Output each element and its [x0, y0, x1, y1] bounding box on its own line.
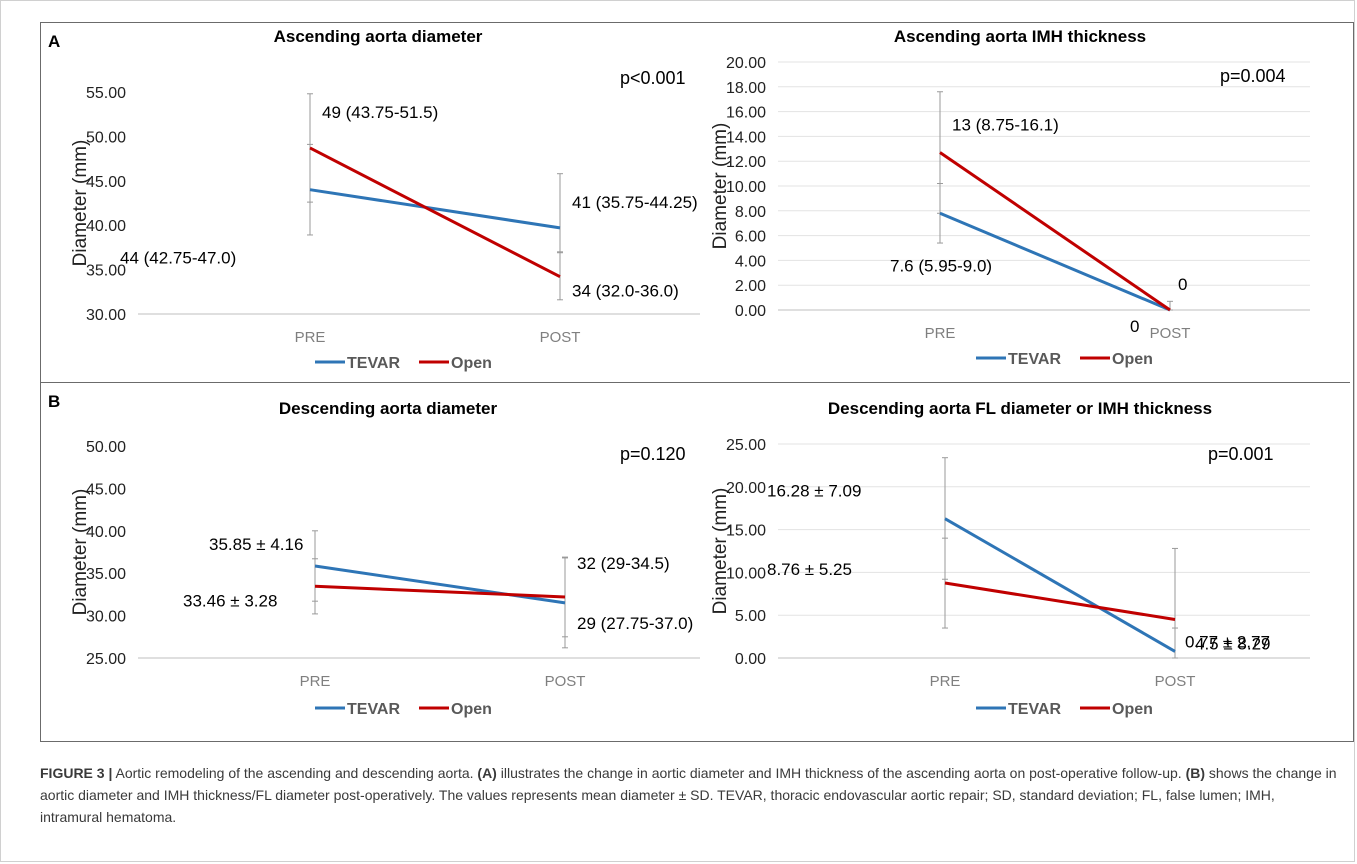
y-tick-label: 8.00: [735, 204, 766, 221]
caption-figure-label: FIGURE 3 |: [40, 765, 113, 781]
y-axis-label: Diameter (mm): [710, 488, 731, 615]
y-tick-label: 40.00: [86, 524, 126, 541]
p-value: p=0.004: [1220, 66, 1286, 86]
chart-title: Descending aorta diameter: [279, 399, 498, 418]
series-line-open: [944, 581, 1176, 621]
p-value: p<0.001: [620, 68, 686, 88]
data-label: 35.85 ± 4.16: [209, 535, 303, 554]
y-axis-label: Diameter (mm): [710, 123, 731, 250]
p-value: p=0.001: [1208, 444, 1274, 464]
chart-ascending-diameter: Ascending aorta diameter Diameter (mm) 30.…: [70, 27, 700, 372]
data-label: 34 (32.0-36.0): [572, 282, 679, 301]
series-line-tevar: [309, 188, 561, 230]
y-tick-label: 30.00: [86, 609, 126, 626]
legend-label-open: Open: [451, 701, 492, 718]
y-tick-label: 50.00: [86, 439, 126, 456]
y-tick-label: 30.00: [86, 307, 126, 324]
data-label: 41 (35.75-44.25): [572, 193, 698, 212]
series-line-open: [939, 151, 1171, 312]
caption-text-3: shows the change in aortic diameter and …: [40, 765, 1337, 825]
legend-label-tevar: TEVAR: [347, 355, 400, 372]
figure-caption: FIGURE 3 | Aortic remodeling of the asce…: [40, 762, 1340, 828]
y-tick-label: 25.00: [726, 437, 766, 454]
y-tick-label: 0.00: [735, 303, 766, 320]
caption-ref-a: (A): [477, 765, 497, 781]
data-label: 0: [1178, 275, 1187, 294]
data-label: 0.77 ± 2.77: [1185, 632, 1270, 651]
x-tick-label: POST: [545, 673, 586, 690]
y-tick-label: 16.00: [726, 105, 766, 122]
series-line-tevar: [314, 564, 566, 605]
series-line-open: [314, 584, 566, 599]
data-label: 32 (29-34.5): [577, 554, 670, 573]
y-tick-label: 35.00: [86, 263, 126, 280]
series-line-tevar: [939, 211, 1171, 312]
y-tick-label: 10.00: [726, 179, 766, 196]
y-tick-label: 4.00: [735, 253, 766, 270]
chart-title: Ascending aorta diameter: [274, 27, 483, 46]
legend-label-tevar: TEVAR: [1008, 351, 1061, 368]
legend-label-open: Open: [1112, 351, 1153, 368]
data-label: 29 (27.75-37.0): [577, 614, 693, 633]
data-label: 49 (43.75-51.5): [322, 103, 438, 122]
data-label: 4.5 ± 8.29: [1195, 634, 1271, 653]
y-tick-label: 0.00: [735, 651, 766, 668]
y-tick-label: 35.00: [86, 566, 126, 583]
y-tick-label: 20.00: [726, 480, 766, 497]
data-label: 16.28 ± 7.09: [767, 482, 861, 501]
caption-ref-b: (B): [1185, 765, 1205, 781]
x-tick-label: PRE: [925, 325, 956, 342]
data-label: 44 (42.75-47.0): [120, 249, 236, 268]
data-label: 33.46 ± 3.28: [183, 591, 277, 610]
y-tick-label: 25.00: [86, 651, 126, 668]
caption-text-1: Aortic remodeling of the ascending and d…: [112, 765, 478, 781]
y-tick-label: 10.00: [726, 565, 766, 582]
data-label: 8.76 ± 5.25: [767, 560, 852, 579]
y-tick-label: 45.00: [86, 481, 126, 498]
y-tick-label: 6.00: [735, 229, 766, 246]
y-tick-label: 55.00: [86, 85, 126, 102]
y-axis-label: Diameter (mm): [70, 489, 91, 616]
y-tick-label: 15.00: [726, 523, 766, 540]
x-tick-label: POST: [1150, 325, 1191, 342]
legend-label-open: Open: [451, 355, 492, 372]
y-tick-label: 20.00: [726, 55, 766, 72]
y-tick-label: 14.00: [726, 129, 766, 146]
y-tick-label: 18.00: [726, 80, 766, 97]
x-tick-label: POST: [540, 329, 581, 346]
caption-text-2: illustrates the change in aortic diamete…: [496, 765, 1186, 781]
panel-label-a: A: [48, 32, 61, 51]
x-tick-label: POST: [1155, 673, 1196, 690]
chart-descending-fl-imh: Descending aorta FL diameter or IMH thic…: [710, 399, 1310, 718]
x-tick-label: PRE: [295, 329, 326, 346]
panel-label-b: B: [48, 392, 61, 411]
series-line-open: [309, 146, 561, 279]
data-label: 13 (8.75-16.1): [952, 116, 1059, 135]
x-tick-label: PRE: [300, 673, 331, 690]
y-axis-label: Diameter (mm): [70, 140, 91, 267]
legend-label-tevar: TEVAR: [347, 701, 400, 718]
data-label: 0: [1130, 317, 1139, 336]
y-tick-label: 50.00: [86, 129, 126, 146]
p-value: p=0.120: [620, 444, 686, 464]
y-tick-label: 40.00: [86, 218, 126, 235]
x-tick-label: PRE: [930, 673, 961, 690]
legend-label-tevar: TEVAR: [1008, 701, 1061, 718]
data-label: 7.6 (5.95-9.0): [890, 256, 992, 275]
panel-divider: [40, 382, 1350, 383]
y-tick-label: 2.00: [735, 278, 766, 295]
y-tick-label: 5.00: [735, 608, 766, 625]
series-line-tevar: [944, 517, 1176, 653]
y-tick-label: 12.00: [726, 154, 766, 171]
chart-ascending-imh: Ascending aorta IMH thickness Diameter (m…: [710, 27, 1310, 368]
chart-title: Descending aorta FL diameter or IMH thic…: [828, 399, 1212, 418]
y-tick-label: 45.00: [86, 174, 126, 191]
legend-label-open: Open: [1112, 701, 1153, 718]
chart-title: Ascending aorta IMH thickness: [894, 27, 1146, 46]
chart-descending-diameter: Descending aorta diameter Diameter (mm) 25…: [70, 399, 700, 718]
